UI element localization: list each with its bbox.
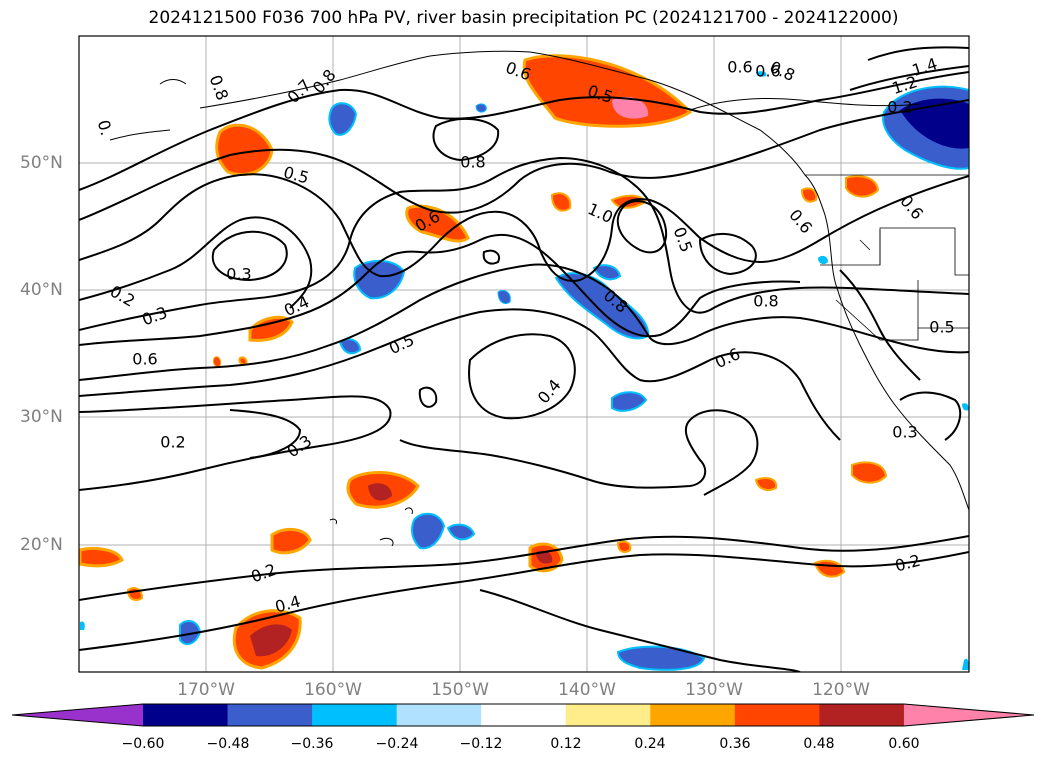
- lat-label-20n: 20°N: [20, 535, 63, 555]
- colorbar-segment: [565, 704, 651, 726]
- contour-label: 0.2: [887, 98, 912, 117]
- contour-label: 0.3: [226, 265, 251, 284]
- colorbar-tick: 0.48: [803, 736, 835, 752]
- lat-label-40n: 40°N: [20, 280, 63, 300]
- coastlines: [109, 50, 969, 547]
- colorbar-tick: 0.36: [719, 736, 751, 752]
- contour-label: 0.4: [281, 292, 312, 320]
- lon-label-160w: 160°W: [304, 680, 362, 700]
- contour-label: 0.8: [753, 292, 778, 311]
- contour-label: 0.6: [727, 58, 752, 77]
- lat-label-30n: 30°N: [20, 407, 63, 427]
- colorbar-segment: [819, 704, 905, 726]
- pv-contours: [79, 46, 969, 672]
- colorbar-tick: 0.12: [550, 736, 582, 752]
- colorbar-tick: 0.24: [634, 736, 666, 752]
- contour-labels: 0.50.60.80.6 0.8 1.41.20.8 0.70.80.0.50.60.…: [94, 54, 955, 616]
- contour-label: 0.2: [107, 282, 139, 311]
- contour-label: 0.3: [284, 431, 316, 461]
- contour-label: 0.2: [893, 551, 923, 576]
- colorbar: [11, 703, 1035, 727]
- contour-label: 0.8: [460, 153, 485, 172]
- lon-label-140w: 140°W: [558, 680, 616, 700]
- lon-label-170w: 170°W: [177, 680, 235, 700]
- contour-label: 0.4: [273, 592, 303, 617]
- colorbar-outline: [11, 703, 1035, 727]
- contour-label: 0.5: [282, 163, 312, 188]
- contour-label: 0.6: [785, 206, 816, 238]
- contour-label: 1.0: [585, 199, 616, 227]
- contour-label: 0.: [94, 118, 116, 138]
- contour-label: 0.8: [309, 66, 340, 98]
- colorbar-segment: [650, 704, 736, 726]
- lon-label-150w: 150°W: [431, 680, 489, 700]
- colorbar-segment: [312, 704, 398, 726]
- contour-label: 0.6: [132, 350, 157, 369]
- colorbar-segment: [12, 704, 143, 726]
- colorbar-tick: −0.36: [290, 736, 334, 752]
- contour-label: 0.8: [206, 72, 233, 102]
- colorbar-segment: [903, 704, 1034, 726]
- contour-label: 0.2: [160, 433, 185, 452]
- colorbar-segment: [734, 704, 820, 726]
- contour-label: 0.6: [755, 62, 780, 81]
- lon-label-120w: 120°W: [812, 680, 870, 700]
- contour-label: 0.5: [929, 318, 954, 337]
- colorbar-tick: 0.60: [888, 736, 920, 752]
- contour-label: 0.6: [712, 344, 743, 372]
- colorbar-tick: −0.12: [459, 736, 503, 752]
- precip-negative-areas: [80, 71, 969, 671]
- colorbar-segment: [481, 704, 567, 726]
- lat-label-50n: 50°N: [20, 153, 63, 173]
- contour-label: 0.3: [892, 423, 917, 442]
- colorbar-segment: [143, 704, 229, 726]
- colorbar-tick: −0.60: [121, 736, 165, 752]
- contour-label: 0.3: [139, 303, 169, 330]
- colorbar-segment: [227, 704, 313, 726]
- map-title: 2024121500 F036 700 hPa PV, river basin …: [148, 8, 899, 28]
- political-borders: [805, 174, 969, 341]
- contour-label: 0.5: [670, 224, 697, 254]
- contour-label: 0.6: [896, 192, 927, 224]
- precip-positive-areas: [79, 54, 888, 670]
- map-frame: [78, 35, 970, 673]
- colorbar-tick: −0.24: [375, 736, 419, 752]
- colorbar-tick: −0.48: [206, 736, 250, 752]
- colorbar-segment: [396, 704, 482, 726]
- lon-label-130w: 130°W: [685, 680, 743, 700]
- contour-label: 0.2: [248, 560, 278, 587]
